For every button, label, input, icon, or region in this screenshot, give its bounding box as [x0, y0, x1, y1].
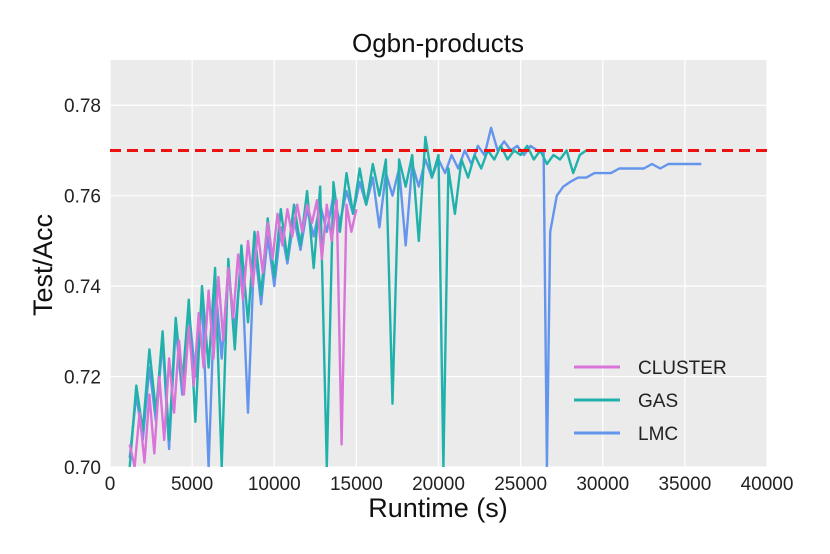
y-tick-label-2: 0.74 [64, 277, 101, 298]
x-tick-label-2: 10000 [248, 474, 301, 495]
y-axis-label: Test/Acc [28, 214, 58, 316]
x-tick-label-4: 20000 [412, 474, 465, 495]
x-tick-label-1: 5000 [171, 474, 213, 495]
x-tick-label-8: 40000 [741, 474, 794, 495]
x-axis-ticks: 0 5000 10000 15000 20000 25000 30000 35000 40000 [105, 474, 794, 495]
y-tick-label-4: 0.78 [64, 96, 101, 117]
y-tick-label-0: 0.70 [64, 458, 101, 479]
legend-label-cluster: CLUSTER [638, 358, 727, 379]
legend: CLUSTER GAS LMC [574, 358, 727, 445]
series-line-cluster [128, 198, 358, 467]
x-tick-label-7: 35000 [658, 474, 711, 495]
chart-title: Ogbn-products [352, 28, 524, 58]
series-layer [128, 126, 702, 467]
x-tick-label-5: 25000 [494, 474, 547, 495]
x-tick-label-3: 15000 [330, 474, 383, 495]
y-axis-ticks: 0.70 0.72 0.74 0.76 0.78 [64, 96, 101, 479]
x-tick-label-0: 0 [105, 474, 116, 495]
legend-label-gas: GAS [638, 391, 678, 412]
y-tick-label-3: 0.76 [64, 187, 101, 208]
y-tick-label-1: 0.72 [64, 368, 101, 389]
x-axis-label: Runtime (s) [368, 493, 508, 523]
legend-label-lmc: LMC [638, 424, 678, 445]
series-line-lmc [128, 126, 702, 467]
x-tick-label-6: 30000 [576, 474, 629, 495]
grid-lines [109, 60, 768, 468]
